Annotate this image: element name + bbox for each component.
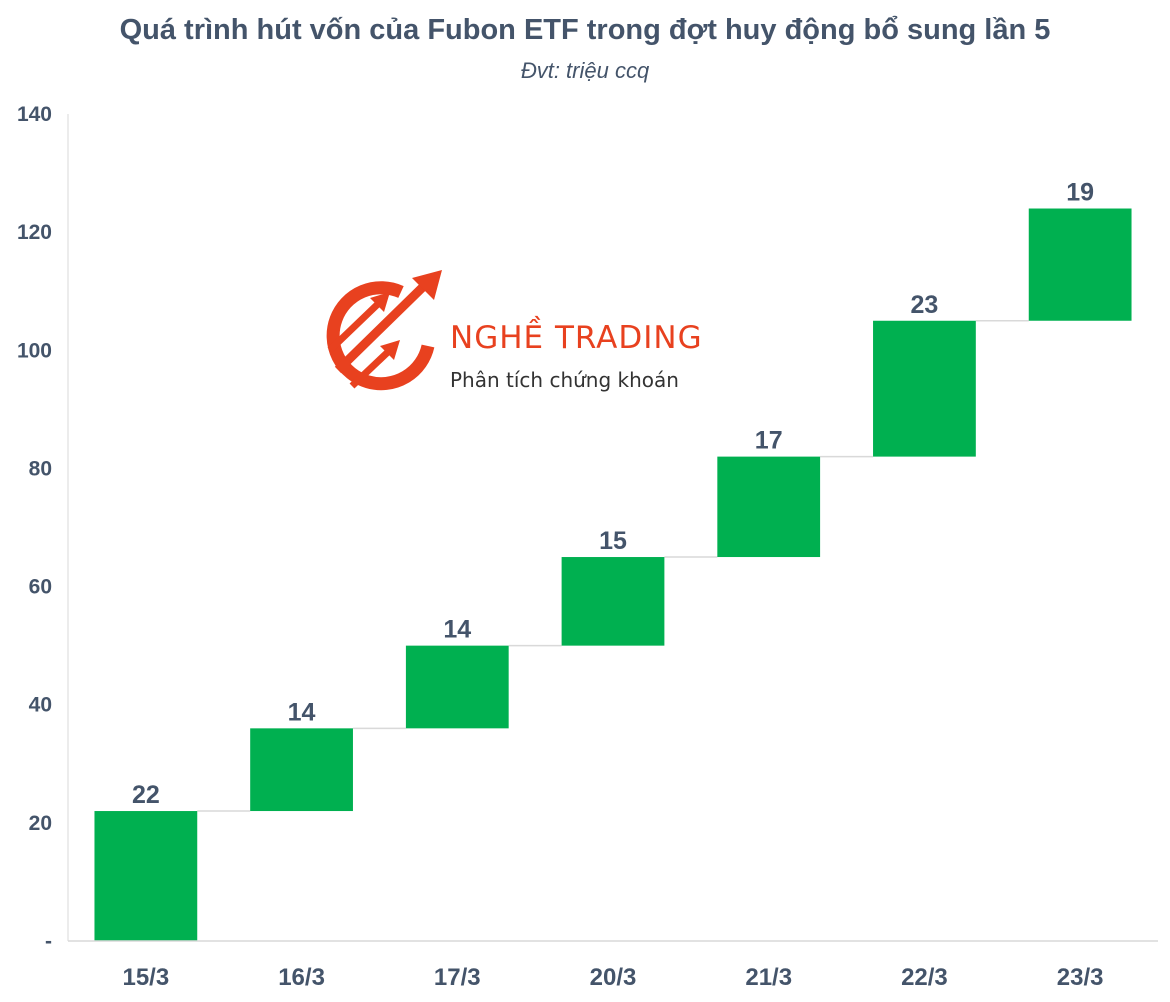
connector-lines [197,320,1029,812]
y-tick-label: 40 [29,694,52,717]
bar [405,645,509,729]
x-tick-label: 23/3 [1057,964,1104,991]
data-label: 19 [1066,179,1094,207]
x-tick-label: 17/3 [434,964,481,991]
x-tick-label: 15/3 [122,964,169,991]
bar [873,320,976,457]
data-label: 15 [599,527,627,555]
watermark: NGHỀ TRADING Phân tích chứng khoán [316,268,736,398]
data-label: 22 [132,781,160,809]
bar [717,456,821,558]
y-tick-label: 120 [17,221,52,244]
bars [94,208,1132,941]
y-axis: - 20 40 60 80 100 120 140 [17,103,69,953]
bar [1028,208,1132,321]
chart-title: Quá trình hút vốn của Fubon ETF trong đợ… [119,14,1051,46]
data-labels: 22 14 14 15 17 23 19 [132,179,1094,810]
x-tick-label: 20/3 [590,964,637,991]
x-tick-label: 16/3 [278,964,325,991]
x-axis: 15/3 16/3 17/3 20/3 21/3 22/3 23/3 [68,940,1158,991]
y-tick-label: 100 [17,339,52,362]
watermark-brand: NGHỀ TRADING [450,320,703,356]
y-tick-label: 80 [29,457,52,480]
x-tick-label: 22/3 [901,964,948,991]
data-label: 17 [755,427,783,455]
watermark-tagline: Phân tích chứng khoán [450,368,679,392]
data-label: 14 [443,616,471,644]
bar [94,811,198,941]
bar [561,557,665,646]
data-label: 23 [911,291,939,319]
y-tick-label: 60 [29,576,52,599]
bar [250,728,353,812]
chart-subtitle: Đvt: triệu ccq [520,58,650,83]
data-label: 14 [288,698,316,726]
y-tick-label: 20 [29,812,52,835]
x-tick-label: 21/3 [745,964,792,991]
logo-arrows-circle-icon [326,270,442,391]
y-tick-label: - [45,930,52,953]
y-tick-label: 140 [17,103,52,126]
